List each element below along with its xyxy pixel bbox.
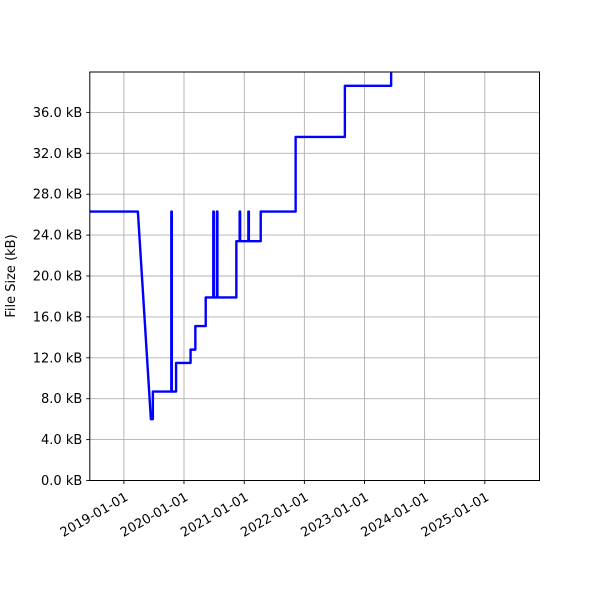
- y-tick-label: 4.0 kB: [41, 433, 82, 448]
- series-layer: [89, 72, 393, 421]
- y-axis-title: File Size (kB): [4, 234, 19, 317]
- y-tick-label: 20.0 kB: [33, 269, 83, 284]
- grid-layer: [89, 72, 540, 481]
- x-tick-label: 2024-01-01: [359, 490, 432, 541]
- y-tick-label: 36.0 kB: [33, 106, 83, 121]
- x-tick-label: 2020-01-01: [118, 490, 191, 541]
- y-tick-label: 0.0 kB: [41, 474, 82, 489]
- x-tick-label: 2023-01-01: [299, 490, 372, 541]
- x-tick-label: 2025-01-01: [419, 490, 492, 541]
- x-tick-label: 2022-01-01: [238, 490, 311, 541]
- y-tick-label: 28.0 kB: [33, 188, 83, 203]
- y-tick-label: 24.0 kB: [33, 229, 83, 244]
- y-tick-label: 12.0 kB: [33, 351, 83, 366]
- y-tick-label: 32.0 kB: [33, 147, 83, 162]
- y-tick-label: 8.0 kB: [41, 392, 82, 407]
- data-line: [89, 72, 393, 421]
- x-tick-label: 2019-01-01: [58, 490, 131, 541]
- y-tick-label: 16.0 kB: [33, 310, 83, 325]
- x-tick-label: 2021-01-01: [178, 490, 251, 541]
- axes-layer: 2019-01-012020-01-012021-01-012022-01-01…: [33, 71, 541, 541]
